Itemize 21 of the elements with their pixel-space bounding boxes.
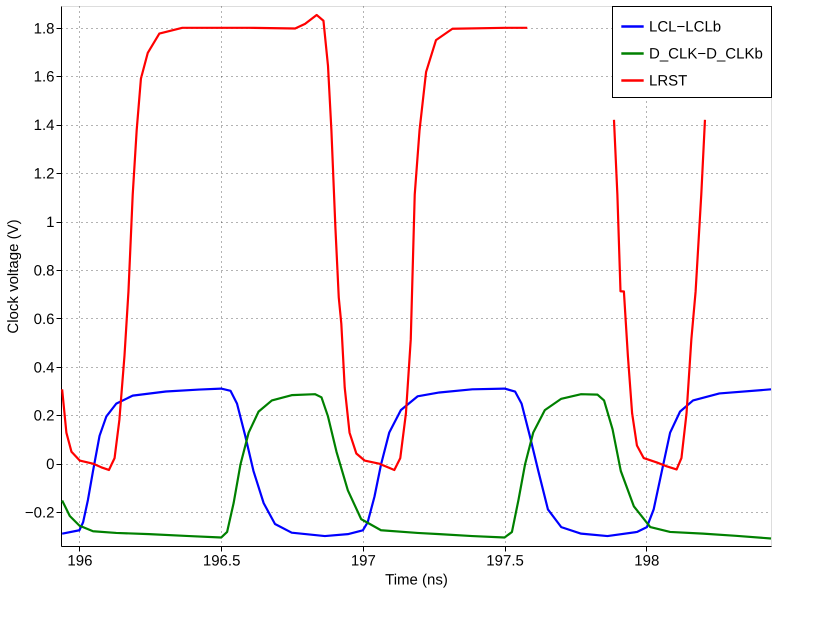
y-tick-label: 1.4 bbox=[34, 117, 54, 134]
legend-label: D_CLK−D_CLKb bbox=[649, 46, 763, 62]
y-tick-label: 1 bbox=[46, 214, 54, 232]
y-tick-label: 1.2 bbox=[34, 166, 54, 183]
y-axis-title: Clock voltage (V) bbox=[4, 219, 22, 334]
y-tick-label: 1.6 bbox=[34, 68, 54, 86]
legend-label: LCL−LCLb bbox=[649, 18, 722, 36]
legend-label: LRST bbox=[649, 72, 688, 90]
y-tick-label: 0.4 bbox=[34, 359, 54, 376]
x-tick-label: 196 bbox=[67, 552, 92, 570]
y-tick-label: 0 bbox=[46, 456, 54, 474]
x-tick-label: 198 bbox=[634, 552, 660, 570]
x-axis-title: Time (ns) bbox=[385, 572, 448, 588]
x-tick-label: 197.5 bbox=[486, 552, 524, 570]
x-tick-label: 197 bbox=[350, 552, 376, 570]
y-tick-label: 0.2 bbox=[34, 408, 54, 425]
y-tick-label: 0.8 bbox=[34, 262, 54, 280]
y-tick-label: 0.6 bbox=[34, 310, 54, 328]
y-tick-label: −0.2 bbox=[24, 504, 54, 522]
y-tick-label: 1.8 bbox=[34, 20, 54, 38]
x-tick-label: 196.5 bbox=[202, 552, 240, 570]
